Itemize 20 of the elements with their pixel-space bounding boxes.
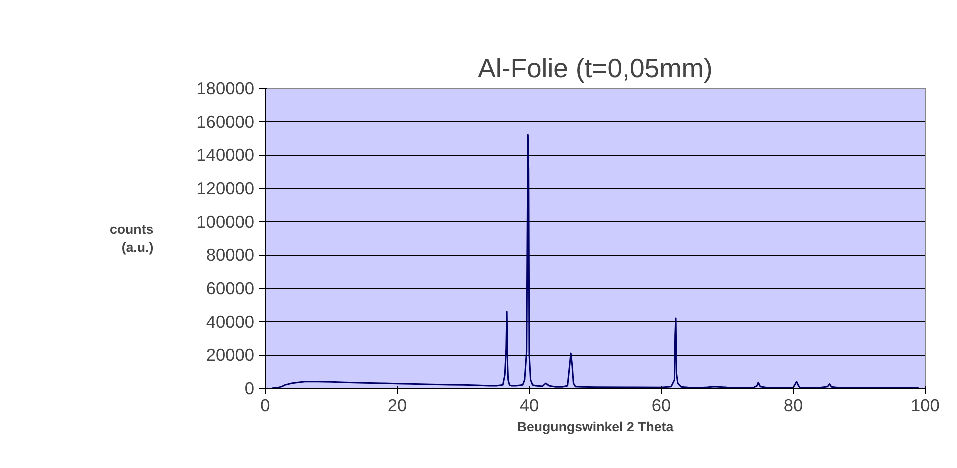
y-tick-label: 60000 <box>206 278 254 298</box>
y-tick-label: 20000 <box>206 345 254 366</box>
line-series <box>271 134 920 388</box>
y-tick-label: 100000 <box>196 212 255 232</box>
x-tick-label: 80 <box>784 396 804 416</box>
y-tick-label: 0 <box>244 378 255 398</box>
y-tick-label: 180000 <box>196 78 255 98</box>
y-tick-label: 40000 <box>206 312 254 332</box>
y-axis-title: counts (a.u.) <box>110 222 154 255</box>
x-tick-label: 60 <box>652 396 672 416</box>
y-tick-label: 80000 <box>206 245 254 266</box>
x-tick-label: 100 <box>911 396 940 416</box>
x-tick-label: 40 <box>520 396 540 416</box>
x-axis-title: Beugungswinkel 2 Theta <box>517 420 674 434</box>
x-tick-label: 0 <box>260 396 270 416</box>
y-tick-label: 120000 <box>196 178 255 198</box>
y-tick-label: 140000 <box>196 145 255 166</box>
y-tick-label: 160000 <box>196 112 255 132</box>
x-tick-label: 20 <box>388 396 408 416</box>
chart-title: Al-Folie (t=0,05mm) <box>478 54 713 84</box>
